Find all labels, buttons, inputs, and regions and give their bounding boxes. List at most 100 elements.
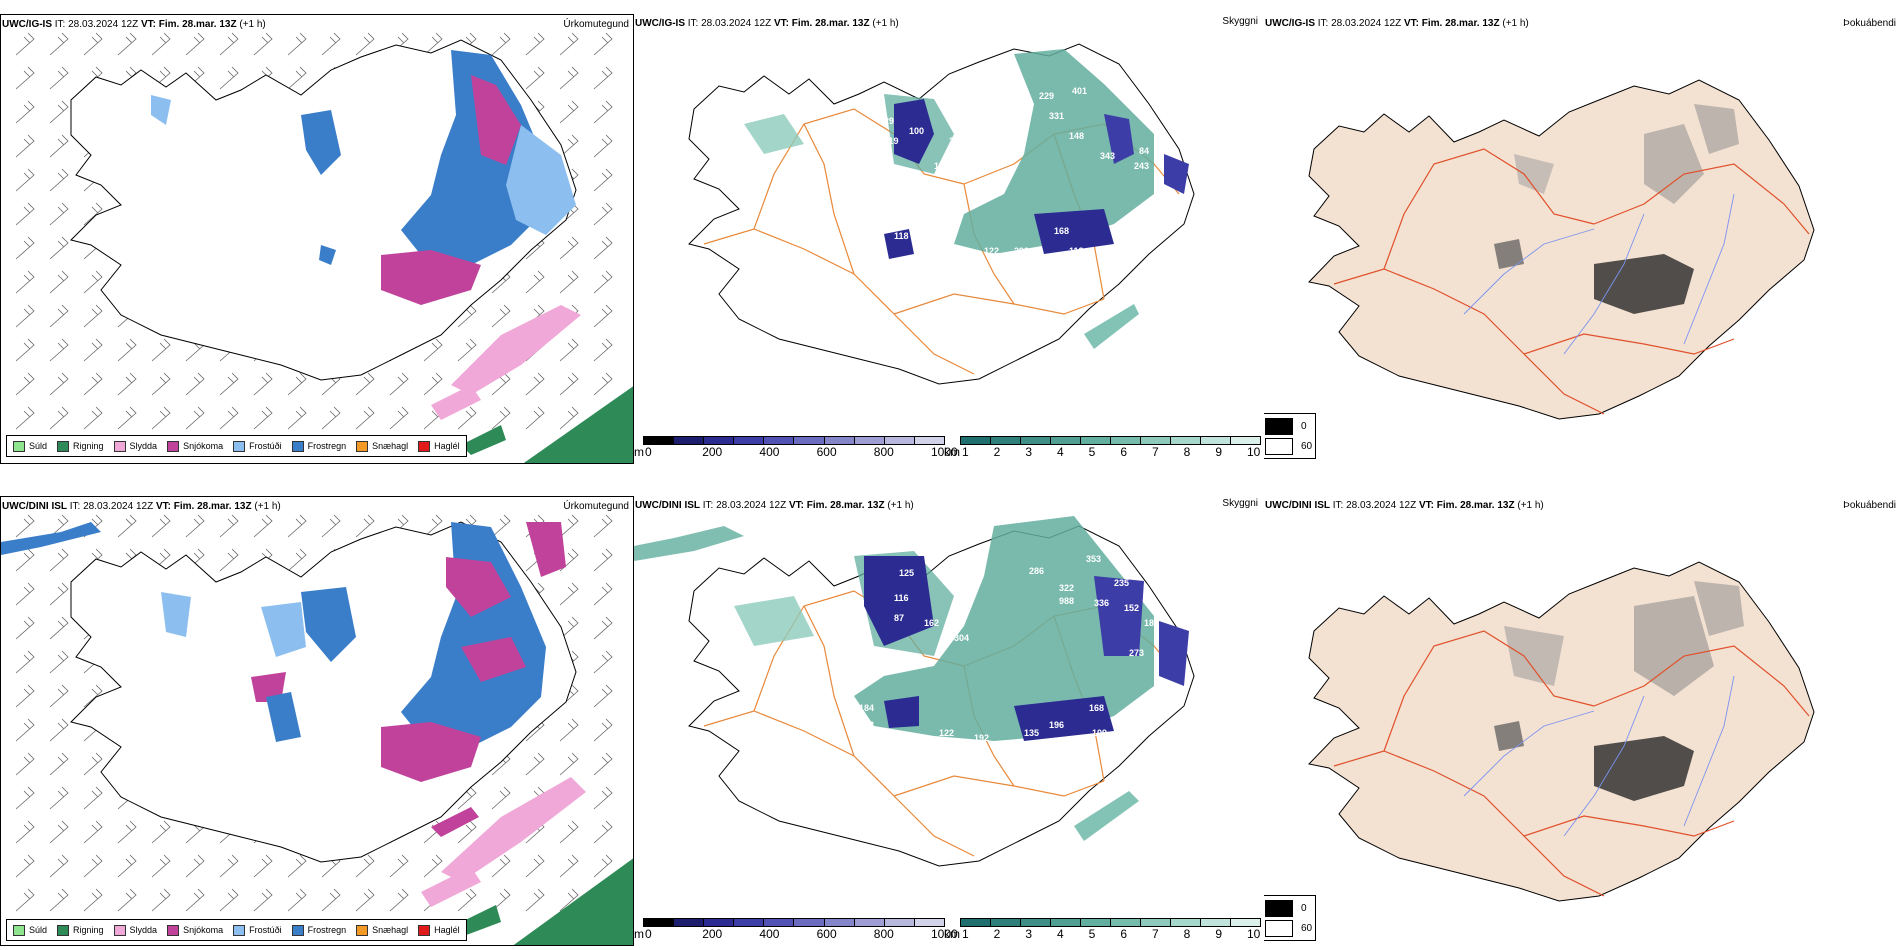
wind-barb <box>219 66 239 90</box>
it-value: 28.03.2024 12Z <box>68 19 139 30</box>
wind-barb <box>355 888 375 912</box>
colorbar-tick: 8 <box>1183 445 1191 459</box>
precip-snow-area <box>1 522 566 782</box>
cloud-base-label: 133 <box>859 720 874 730</box>
cloud-base-label: 135 <box>1024 728 1039 738</box>
wind-barb <box>287 854 307 878</box>
vt-label: VT: <box>140 19 156 30</box>
wind-barb <box>83 752 103 776</box>
cloud-base-label: 87 <box>894 613 904 623</box>
wind-barb <box>49 406 69 430</box>
legend-swatch <box>13 440 25 452</box>
wind-barb <box>185 406 205 430</box>
wind-barb <box>219 854 239 878</box>
colorbar-segment <box>854 437 885 444</box>
cloud-base-label: 168 <box>1054 226 1069 236</box>
iceland-land-fog <box>1308 79 1815 420</box>
it-label: IT: <box>1332 500 1344 511</box>
cloud-base-label: 116 <box>894 593 909 603</box>
model-name: UWC/IG-IS <box>1265 18 1315 29</box>
wind-barb <box>15 684 35 708</box>
colorbar-tick: 9 <box>1215 927 1223 941</box>
it-value: 28.03.2024 12Z <box>701 18 772 29</box>
it-label: IT: <box>1317 18 1329 29</box>
wind-barb <box>593 786 613 810</box>
wind-barb <box>15 820 35 844</box>
colorbar-segment <box>1141 919 1171 926</box>
legend-label: Súld <box>29 925 48 935</box>
wind-barb <box>593 548 613 572</box>
cloud-base-label: 118 <box>894 231 909 241</box>
colorbar-segment <box>991 919 1021 926</box>
colorbar-segment <box>1171 919 1201 926</box>
wind-barb <box>219 514 239 538</box>
legend-swatch <box>291 924 304 936</box>
colorbar-segment <box>1111 919 1141 926</box>
wind-barb <box>321 888 341 912</box>
wind-barb <box>355 854 375 878</box>
wind-barb <box>457 820 477 844</box>
colorbar-tick: 3 <box>1025 445 1033 459</box>
cloud-base-label: 129 <box>879 116 894 126</box>
wind-barb <box>15 100 35 124</box>
colorbar-tick: 600 <box>816 445 837 459</box>
colorbar-segment <box>1141 437 1171 444</box>
legend-swatch <box>167 924 180 936</box>
wind-barb <box>15 406 35 430</box>
river-network <box>1463 675 1735 837</box>
wind-barb <box>423 854 443 878</box>
fog-map-row2 <box>1308 561 1815 902</box>
wind-barb <box>423 514 443 538</box>
wind-barb <box>253 854 273 878</box>
cloud-base-label: 322 <box>1059 583 1074 593</box>
wind-barb <box>355 514 375 538</box>
wind-barb <box>321 406 341 430</box>
colorbar-tick: 400 <box>759 445 780 459</box>
cloud-visibility-map-row1: 229 401 331 149 129 100 21 119 118 115 107 122 299 16… <box>688 43 1195 385</box>
wind-barb <box>49 304 69 328</box>
wind-barb <box>49 548 69 572</box>
wind-barb <box>355 372 375 396</box>
colorbar-tick: 2 <box>993 445 1001 459</box>
wind-barb <box>15 270 35 294</box>
legend-item: Haglél <box>418 440 460 452</box>
wind-barb <box>355 32 375 56</box>
wind-barb <box>49 338 69 362</box>
wind-barb <box>287 888 307 912</box>
legend-item: Slydda <box>113 924 158 936</box>
wind-barb <box>593 134 613 158</box>
legend-item: Snjókoma <box>167 924 223 936</box>
cloud-base-label: 343 <box>1100 151 1115 161</box>
colorbar-tick: 200 <box>702 927 723 941</box>
wind-barb <box>491 786 511 810</box>
colorbar-tick: 5 <box>1088 927 1096 941</box>
colorbar-segment <box>914 919 944 926</box>
wind-barb <box>15 888 35 912</box>
cloud-base-label: 988 <box>1059 596 1074 606</box>
fog-scale-legend: 0 60 <box>1264 895 1316 941</box>
colorbar-tick: 7 <box>1152 927 1159 941</box>
cloud-base-label: 235 <box>1114 578 1129 588</box>
wind-barb <box>525 66 545 90</box>
wind-barb <box>15 616 35 640</box>
fog-scale-top: 0 <box>1301 421 1307 432</box>
wind-barb <box>593 304 613 328</box>
visibility-colorbar: km 1 2 3 4 5 6 7 8 9 10 <box>944 436 1264 459</box>
precip-type-map-row2 <box>1 514 633 945</box>
cloud-base-label: 107 <box>954 246 969 256</box>
cloud-base-label: 162 <box>924 618 939 628</box>
wind-barb <box>49 270 69 294</box>
fog-swatch-light <box>1265 920 1293 937</box>
legend-label: Slydda <box>129 925 158 935</box>
cloud-visibility-map-row2: 286 353 322 988 336 152 273 125 116 87 162 304 184 13… <box>634 516 1195 867</box>
wind-barb <box>49 236 69 260</box>
cloud-base-label: 21 <box>949 136 959 146</box>
cloud-base-label: 115 <box>934 246 949 256</box>
lead-time: (+1 h) <box>239 19 266 30</box>
wind-barb <box>593 372 613 396</box>
wind-barb <box>491 304 511 328</box>
fog-scale-bottom: 60 <box>1301 923 1313 934</box>
wind-barb <box>253 32 273 56</box>
vt-value: Fim. 28.mar. 13Z <box>806 500 885 511</box>
colorbar-segment <box>1231 437 1260 444</box>
